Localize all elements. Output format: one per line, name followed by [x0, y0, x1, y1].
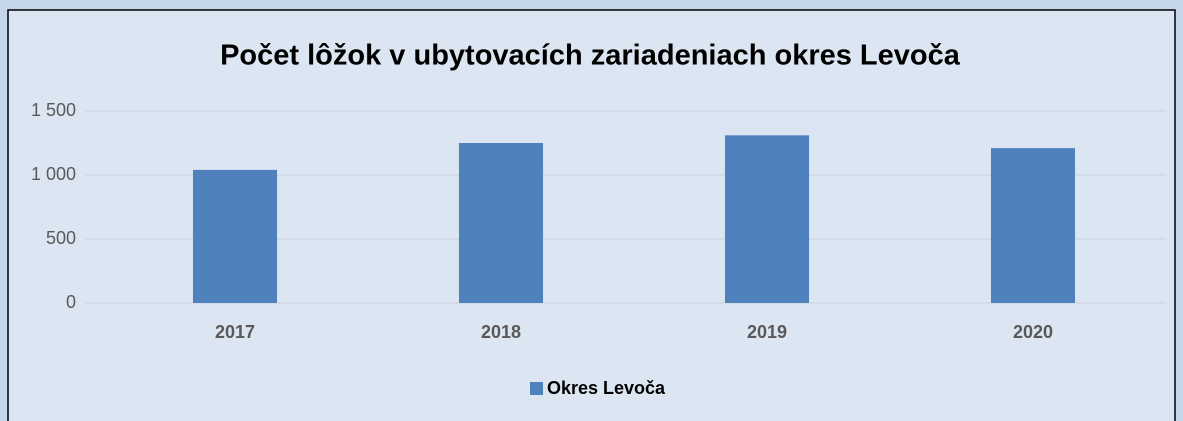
y-tick-label: 0	[66, 292, 76, 312]
y-tick-label: 1 000	[31, 164, 76, 184]
x-tick-label: 2017	[215, 322, 255, 342]
bar	[990, 148, 1076, 303]
bar	[724, 135, 810, 303]
legend-label: Okres Levoča	[547, 378, 666, 398]
x-tick-label: 2019	[747, 322, 787, 342]
y-tick-label: 500	[46, 228, 76, 248]
y-tick-label: 1 500	[31, 100, 76, 120]
bar	[192, 169, 278, 303]
legend-swatch	[530, 382, 543, 395]
bar	[458, 143, 544, 303]
x-tick-label: 2018	[481, 322, 521, 342]
x-tick-label: 2020	[1013, 322, 1053, 342]
chart-title: Počet lôžok v ubytovacích zariadeniach o…	[220, 40, 961, 72]
